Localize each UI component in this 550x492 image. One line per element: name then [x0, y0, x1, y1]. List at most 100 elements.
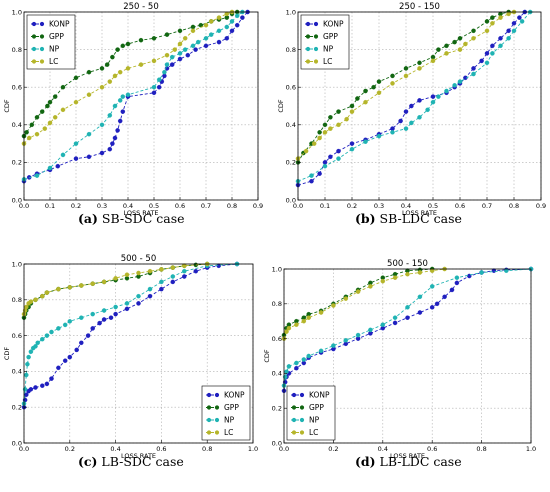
chart-panel-b: 0.0 0.1 0.2 0.3 0.4 0.5 0.6 0.7 0.8 0.9 0.0 0.2 0.4 0…	[277, 2, 546, 226]
legend-marker	[299, 405, 305, 410]
data-point-lc	[380, 278, 386, 284]
data-point-np	[417, 294, 423, 300]
data-point-gpp	[39, 109, 45, 114]
data-point-konp	[403, 109, 409, 114]
data-point-konp	[449, 287, 455, 293]
data-point-lc	[33, 297, 38, 303]
y-tick-label: 0.4	[12, 121, 22, 129]
data-point-gpp	[371, 84, 376, 90]
panel-caption-tag: (c)	[78, 454, 97, 469]
data-point-konp	[405, 315, 410, 320]
y-tick-label: 1.0	[286, 8, 296, 16]
data-point-np	[457, 79, 463, 84]
data-point-konp	[517, 15, 522, 20]
data-point-gpp	[336, 109, 341, 114]
data-point-konp	[328, 154, 333, 160]
data-point-np	[519, 19, 525, 24]
legend-label: GPP	[224, 403, 239, 412]
data-point-lc	[306, 315, 311, 320]
data-point-lc	[417, 66, 422, 71]
legend-label: LC	[309, 428, 318, 437]
data-point-lc	[331, 303, 336, 308]
data-point-lc	[159, 267, 164, 272]
data-point-lc	[56, 286, 61, 292]
data-point-np	[336, 156, 341, 161]
x-tick-label: 0.0	[19, 202, 29, 210]
data-point-konp	[110, 141, 115, 146]
x-tick-label: 0.6	[427, 445, 437, 453]
data-point-lc	[490, 21, 495, 26]
y-tick-label: 0.0	[12, 439, 22, 447]
data-point-gpp	[349, 103, 355, 109]
series-line-gpp	[23, 11, 238, 137]
y-tick-label: 0.4	[12, 368, 22, 376]
chart-title: 250 - 150	[399, 2, 440, 12]
data-point-konp	[240, 15, 245, 20]
data-point-konp	[317, 171, 322, 176]
data-point-gpp	[120, 43, 126, 49]
data-point-np	[363, 139, 368, 144]
legend-marker	[305, 46, 311, 52]
data-point-konp	[398, 118, 403, 124]
data-point-np	[162, 69, 167, 75]
data-point-np	[26, 354, 31, 360]
legend-label: NP	[49, 45, 60, 54]
legend: KONP GPP NP LC	[286, 385, 336, 441]
legend-label: KONP	[309, 391, 330, 400]
data-point-np	[306, 353, 311, 359]
data-point-konp	[99, 150, 105, 156]
legend-label: NP	[224, 416, 235, 425]
data-point-gpp	[164, 32, 170, 37]
data-point-gpp	[24, 130, 29, 135]
y-tick-label: 0.2	[286, 159, 296, 167]
data-point-konp	[203, 43, 209, 49]
data-point-np	[286, 364, 292, 369]
legend-label: GPP	[323, 32, 338, 41]
legend-marker	[206, 405, 212, 410]
panel-caption: (c) LB-SDC case	[78, 454, 184, 469]
data-point-gpp	[417, 60, 422, 66]
legend-marker	[31, 21, 37, 27]
data-point-np	[24, 372, 29, 378]
data-point-konp	[120, 109, 126, 114]
data-point-np	[355, 332, 361, 338]
data-point-konp	[409, 103, 414, 109]
data-point-np	[182, 47, 188, 52]
legend-marker	[299, 392, 305, 398]
data-point-np	[107, 113, 113, 118]
data-point-np	[44, 333, 50, 338]
data-point-np	[234, 13, 240, 19]
y-axis-label: CDF	[3, 99, 11, 113]
data-point-konp	[234, 22, 240, 28]
x-tick-label: 1.0	[248, 445, 258, 453]
panel-caption: (a) SB-SDC case	[78, 211, 185, 226]
data-point-lc	[506, 11, 511, 17]
data-point-lc	[368, 284, 373, 289]
data-point-lc	[301, 318, 307, 324]
panel-caption-text: LB-LDC case	[376, 454, 462, 469]
legend-marker	[291, 417, 297, 423]
data-point-np	[56, 326, 61, 331]
data-point-konp	[28, 387, 34, 392]
data-point-konp	[124, 306, 130, 312]
x-tick-label: 0.4	[110, 445, 120, 453]
y-tick-label: 0.8	[286, 46, 296, 54]
legend-marker	[39, 46, 45, 52]
legend: KONP GPP NP LC	[201, 385, 251, 441]
data-point-np	[195, 39, 201, 45]
data-point-np	[156, 77, 162, 82]
x-tick-label: 0.0	[279, 445, 289, 453]
data-point-konp	[490, 43, 495, 49]
panel-caption-text: SB-SDC case	[98, 211, 185, 226]
legend-label: KONP	[224, 391, 245, 400]
data-point-konp	[56, 365, 61, 371]
data-point-konp	[67, 354, 73, 360]
data-point-gpp	[73, 75, 79, 81]
plot-frame	[23, 11, 259, 201]
data-point-lc	[392, 275, 398, 280]
data-point-lc	[355, 289, 361, 294]
chart-panel-d: 0.0 0.2 0.4 0.6 0.8 1.0 0.0 0.2 0.4 0.6 0.8 1.0 500 …	[263, 259, 536, 469]
data-point-gpp	[457, 36, 463, 41]
y-tick-label: 0.0	[272, 439, 282, 447]
